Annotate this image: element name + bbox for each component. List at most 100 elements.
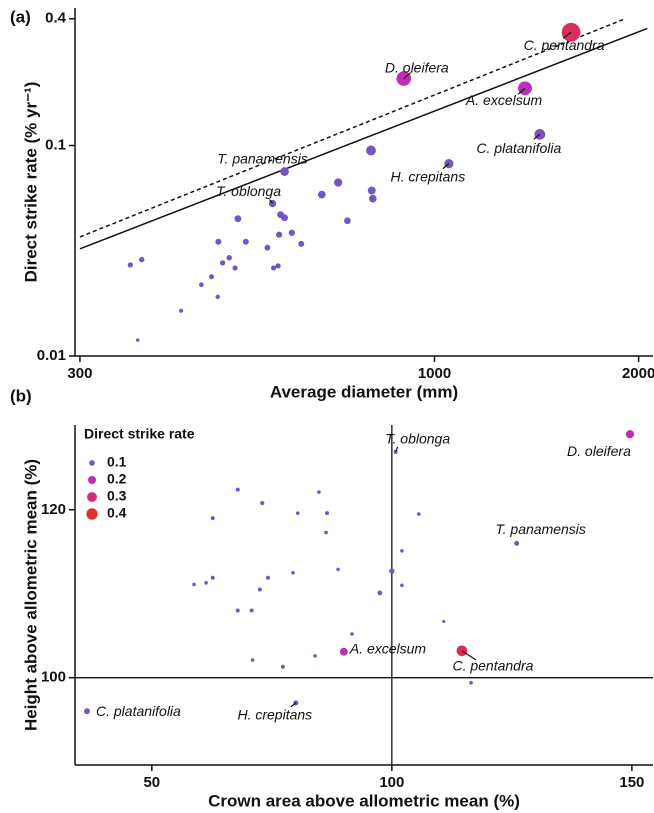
leader-line: [442, 163, 450, 170]
x-tick-label: 50: [143, 774, 160, 791]
y-tick-label: 0.01: [37, 347, 66, 364]
data-point: [350, 632, 354, 636]
y-axis-title: Direct strike rate (% yr⁻¹): [21, 82, 40, 283]
annotation: T. panamensis: [495, 521, 586, 537]
data-point: [232, 265, 238, 271]
x-tick-label: 1000: [418, 365, 451, 382]
data-point: [313, 654, 317, 658]
annotation: T. panamensis: [217, 150, 308, 166]
data-point: [270, 265, 277, 271]
data-point: [84, 708, 90, 715]
legend-swatch: [86, 508, 98, 520]
legend-swatch: [89, 460, 95, 466]
data-point: [210, 516, 215, 521]
data-point: [344, 217, 351, 225]
data-point: [226, 254, 232, 261]
y-axis-title: Height above allometric mean (%): [21, 459, 40, 731]
data-point: [400, 549, 404, 553]
data-point: [135, 338, 140, 342]
data-point: [275, 263, 281, 269]
data-point: [625, 430, 635, 439]
data-point: [257, 587, 262, 592]
data-point: [235, 487, 240, 492]
panel: (a) 300 1000 2000 0.01 0.1 0.4 Average diameter…: [10, 7, 654, 401]
annotation: T. oblonga: [385, 431, 450, 447]
data-point: [250, 658, 255, 662]
data-point: [138, 256, 145, 263]
annotation: A. excelsum: [465, 92, 543, 108]
y-tick-label: 100: [41, 669, 66, 686]
legend-label: 0.1: [107, 454, 127, 470]
annotation: H. crepitans: [391, 168, 466, 184]
x-tick-label: 100: [379, 774, 404, 791]
data-point: [209, 274, 215, 280]
data-point: [366, 145, 376, 156]
data-point: [204, 581, 208, 585]
annotation: A. excelsum: [349, 640, 427, 656]
leader-line: [461, 650, 477, 661]
panel: (b) 50 100 150 100 120 Crown area above allome…: [10, 386, 653, 810]
data-point: [298, 240, 305, 247]
data-point: [280, 664, 285, 669]
legend-label: 0.4: [107, 505, 127, 521]
data-point: [339, 647, 348, 656]
data-point: [324, 530, 328, 535]
data-point: [367, 186, 376, 195]
data-point: [198, 282, 204, 288]
data-point: [514, 540, 520, 546]
data-point: [260, 501, 265, 506]
x-axis-title: Average diameter (mm): [270, 382, 458, 401]
data-point: [288, 229, 295, 236]
data-point: [234, 215, 242, 223]
legend-swatch: [87, 475, 97, 485]
y-tick-label: 0.4: [45, 10, 67, 27]
data-point: [469, 680, 473, 685]
x-tick-label: 150: [619, 774, 644, 791]
data-point: [192, 582, 196, 587]
data-point: [377, 590, 383, 596]
data-point: [334, 178, 343, 187]
data-point: [127, 262, 133, 268]
leader-line: [269, 199, 274, 204]
y-tick-label: 120: [41, 501, 66, 518]
annotation: C. pentandra: [524, 37, 605, 53]
annotation: C. platanifolia: [476, 140, 561, 156]
data-point: [215, 294, 220, 300]
data-point: [369, 194, 377, 203]
legend-label: 0.2: [107, 471, 127, 487]
legend-title: Direct strike rate: [84, 426, 195, 442]
data-point: [242, 238, 249, 245]
y-tick-label: 0.1: [45, 136, 66, 153]
leader-line: [395, 446, 399, 453]
data-point: [416, 512, 421, 516]
data-point: [210, 575, 215, 580]
regression-line: [79, 27, 648, 250]
data-point: [281, 214, 288, 222]
annotation: H. crepitans: [237, 707, 312, 723]
data-point: [276, 231, 283, 238]
annotation: C. platanifolia: [96, 703, 181, 719]
data-point: [235, 608, 240, 613]
leader-line: [533, 133, 541, 140]
data-point: [317, 490, 321, 494]
data-point: [442, 619, 446, 624]
data-point: [317, 190, 326, 199]
data-point: [219, 260, 226, 266]
leader-line: [403, 72, 412, 80]
data-point: [264, 244, 271, 251]
data-point: [389, 568, 395, 574]
data-point: [280, 167, 289, 176]
annotation: C. pentandra: [452, 658, 533, 674]
data-point: [291, 570, 295, 575]
leader-line: [562, 31, 572, 39]
annotation: D. oleifera: [385, 59, 449, 75]
data-point: [265, 575, 270, 580]
panel-label: (b): [10, 386, 32, 405]
annotation: D. oleifera: [567, 443, 631, 459]
x-axis-title: Crown area above allometric mean (%): [208, 791, 520, 810]
data-point: [249, 608, 254, 613]
x-tick-label: 2000: [622, 365, 654, 382]
legend-swatch: [87, 492, 97, 502]
data-point: [215, 238, 222, 245]
